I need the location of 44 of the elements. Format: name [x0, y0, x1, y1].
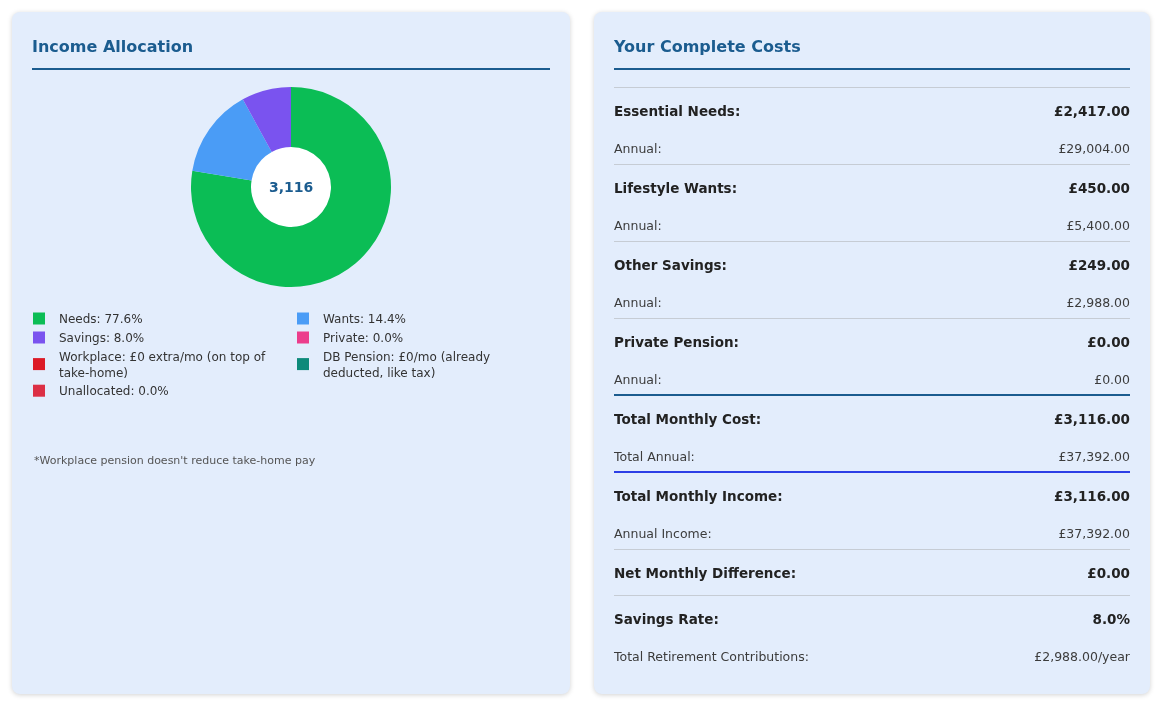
text: Annual Income:	[614, 526, 712, 541]
text: *Workplace pension doesn't reduce take-home pay	[34, 454, 316, 467]
text: Total Annual:	[614, 449, 695, 464]
text: £249.00	[1068, 257, 1130, 273]
chart-title: Income Allocation	[32, 36, 194, 58]
text: Other Savings:	[614, 257, 728, 273]
text: Essential Needs:	[614, 103, 741, 119]
text: £3,116.00	[1053, 411, 1130, 427]
text: £3,116.00	[1053, 488, 1130, 504]
legend-label: Needs: 77.6%	[59, 312, 143, 327]
text: Annual:	[614, 372, 662, 387]
text: £0.00	[1087, 564, 1130, 581]
text: £450.00	[1068, 180, 1130, 196]
donut-slice	[192, 99, 272, 181]
legend-label: Workplace: £0 extra/mo (on top of take-home)	[59, 349, 267, 380]
text: £2,988.00/year	[1034, 649, 1130, 664]
legend-label: Private: 0.0%	[323, 331, 404, 346]
legend-label: DB Pension: £0/mo (already deducted, like tax)	[323, 349, 491, 380]
text: Savings Rate:	[614, 611, 719, 627]
text: £2,988.00	[1066, 295, 1130, 310]
text: Annual:	[614, 141, 662, 156]
text: £0.00	[1087, 334, 1130, 350]
text: £37,392.00	[1058, 526, 1130, 541]
text: £2,417.00	[1053, 103, 1130, 119]
legend-label: Savings: 8.0%	[59, 331, 145, 346]
donut-slice	[191, 87, 391, 287]
text: Net Monthly Difference:	[614, 564, 797, 581]
text: £37,392.00	[1058, 449, 1130, 464]
text: £29,004.00	[1058, 141, 1130, 156]
text: Annual:	[614, 218, 662, 233]
text: 8.0%	[1092, 611, 1130, 627]
text: Total Monthly Cost:	[614, 411, 762, 427]
donut-slice	[242, 87, 291, 152]
legend-label: Unallocated: 0.0%	[59, 384, 169, 399]
text: Total Retirement Contributions:	[614, 649, 809, 664]
legend-label: Wants: 14.4%	[323, 312, 406, 327]
text: 3,116	[269, 179, 314, 195]
text: Total Monthly Income:	[614, 488, 783, 504]
text: Private Pension:	[614, 334, 740, 350]
text: £5,400.00	[1066, 218, 1130, 233]
text: Your Complete Costs	[614, 36, 801, 58]
text: Annual:	[614, 295, 662, 310]
text: Lifestyle Wants:	[614, 180, 738, 196]
text: £0.00	[1094, 372, 1130, 387]
